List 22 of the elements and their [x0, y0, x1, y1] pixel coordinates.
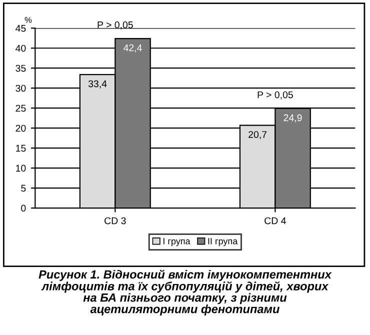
y-tick-label: 45 — [16, 24, 26, 32]
y-tick-label: 30 — [16, 84, 26, 92]
y-tick-label: 15 — [16, 144, 26, 152]
y-axis-title: % — [24, 17, 32, 23]
x-tick-label: CD 4 — [264, 217, 286, 224]
y-tick-label: 0 — [21, 204, 26, 212]
text: Рисунок 1. Відносний вміст імунокомпетентних лімфоцитів та їх субпопуляцій у дітей, хворих на БА пізнього початку, з різними ацетиляторними фенотипами — [38, 270, 332, 316]
annotation: P > 0,05 — [98, 21, 133, 30]
legend-label: II група — [208, 238, 238, 246]
y-tick-label: 25 — [16, 104, 26, 112]
annotation: P > 0,05 — [258, 91, 293, 100]
data-label: 20,7 — [248, 131, 267, 140]
y-tick-label: 5 — [21, 184, 26, 192]
y-tick-label: 10 — [16, 164, 26, 172]
y-tick-label: 40 — [16, 44, 26, 52]
x-tick-label: CD 3 — [104, 217, 126, 224]
data-label: 24,9 — [284, 114, 302, 122]
y-tick-label: 20 — [16, 124, 26, 132]
data-label: 42,4 — [124, 44, 142, 52]
y-tick-label: 35 — [16, 64, 26, 72]
legend-label: I група — [163, 238, 190, 246]
data-label: 33,4 — [88, 80, 107, 88]
